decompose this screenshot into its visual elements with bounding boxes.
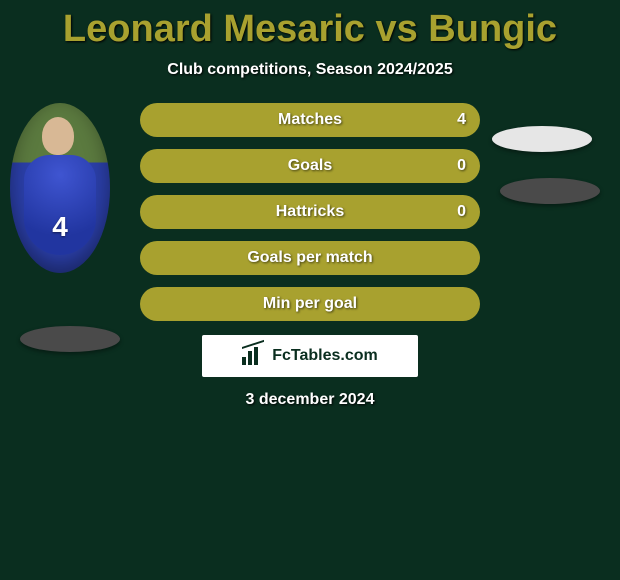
bar-goals_per_match: Goals per match [140,241,480,275]
bar-label: Hattricks [276,203,344,221]
bar-value: 0 [457,195,466,229]
bar-row-hattricks: Hattricks 0 [140,195,480,229]
bar-label: Goals per match [247,249,372,267]
bar-value: 0 [457,149,466,183]
attribution-badge: FcTables.com [202,335,418,377]
subtitle-competition-season: Club competitions, Season 2024/2025 [0,61,620,79]
bar-label: Matches [278,111,342,129]
bar-goals: Goals 0 [140,149,480,183]
bar-chart-icon [242,347,264,365]
attribution-text: FcTables.com [272,347,378,365]
bar-row-goals: Goals 0 [140,149,480,183]
bar-value: 4 [457,103,466,137]
jersey-number: 4 [10,211,110,243]
player-photo: 4 [10,103,110,273]
side-pill-2 [20,326,120,352]
bar-row-matches: Matches 4 [140,103,480,137]
side-pill-1 [500,178,600,204]
bar-matches: Matches 4 [140,103,480,137]
side-pill-0 [492,126,592,152]
bar-label: Goals [288,157,332,175]
bar-row-min_per_goal: Min per goal [140,287,480,321]
bar-hattricks: Hattricks 0 [140,195,480,229]
bar-label: Min per goal [263,295,357,313]
footer-date: 3 december 2024 [0,391,620,409]
page-title: Leonard Mesaric vs Bungic [0,0,620,51]
comparison-bars: Matches 4 Goals 0 Hattricks 0 Goals per match M… [140,103,480,321]
bar-min_per_goal: Min per goal [140,287,480,321]
bar-row-goals_per_match: Goals per match [140,241,480,275]
